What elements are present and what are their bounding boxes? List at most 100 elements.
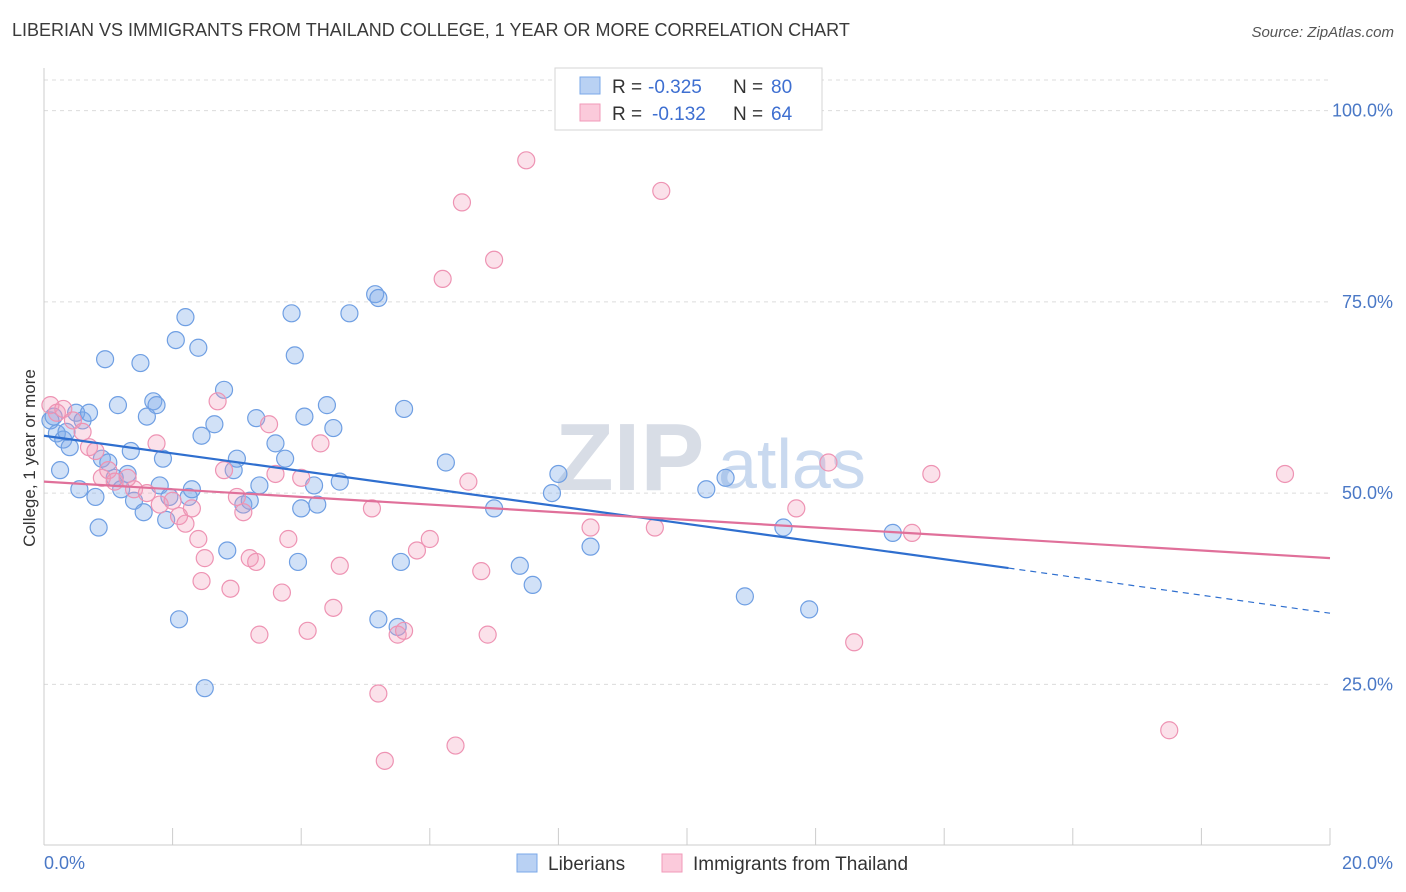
liberian-point-14 <box>99 453 118 472</box>
liberian-point-64 <box>436 453 455 472</box>
liberian-point-48 <box>285 346 304 365</box>
thailand-point-63 <box>192 571 211 591</box>
thailand-point-27 <box>247 552 266 572</box>
trend-lines <box>43 434 1331 614</box>
axes <box>43 68 1331 846</box>
thailand-point-51 <box>485 250 504 269</box>
liberian-point-63 <box>394 399 414 419</box>
liberian-point-46 <box>276 449 295 468</box>
liberian-point-47 <box>282 304 301 323</box>
liberian-point-75 <box>800 600 819 619</box>
thailand-point-39 <box>369 684 388 703</box>
legend-n-value-1: 80 <box>771 77 792 98</box>
y-tick-label-0: 25.0% <box>1342 674 1393 694</box>
thailand-point-8 <box>99 461 118 480</box>
liberian-point-59 <box>369 288 388 308</box>
thailand-point-61 <box>1160 721 1179 740</box>
thailand-point-18 <box>182 499 201 518</box>
legend-n-label-2: N = <box>733 104 763 125</box>
thailand-point-24 <box>227 487 246 507</box>
liberian-point-19 <box>121 441 140 461</box>
thailand-trend-line <box>43 480 1331 560</box>
liberian-point-45 <box>266 434 285 453</box>
liberian-trend-line <box>43 434 1009 570</box>
thailand-point-47 <box>452 193 472 212</box>
thailand-point-36 <box>324 598 343 617</box>
legend-r-label-1: R = <box>612 77 642 98</box>
thailand-point-42 <box>394 621 414 640</box>
liberian-point-22 <box>134 503 153 522</box>
x-tick-labels: 0.0% 20.0% <box>44 853 1393 873</box>
liberian-point-73 <box>735 587 754 606</box>
liberian-point-44 <box>250 476 269 495</box>
liberian-point-68 <box>542 484 562 503</box>
thailand-point-31 <box>272 583 292 602</box>
thailand-point-15 <box>163 491 182 510</box>
y-tick-label-2: 75.0% <box>1342 292 1393 312</box>
thailand-point-6 <box>86 441 105 461</box>
thailand-point-40 <box>375 751 394 770</box>
thailand-point-25 <box>234 503 253 522</box>
watermark: ZIP atlas <box>555 404 866 511</box>
liberian-point-50 <box>292 499 311 518</box>
legend-r-label-2: R = <box>612 104 642 125</box>
thailand-point-62 <box>1275 464 1295 484</box>
legend-swatch-thailand <box>579 103 601 122</box>
y-tick-label-3: 100.0% <box>1332 101 1393 121</box>
thailand-point-28 <box>250 625 269 644</box>
bottom-legend-label-liberians: Liberians <box>548 854 625 875</box>
thailand-point-56 <box>787 499 806 518</box>
thailand-point-60 <box>922 464 941 484</box>
thailand-point-22 <box>214 461 234 480</box>
thailand-point-35 <box>311 434 330 453</box>
bottom-legend-swatch-liberians <box>516 853 538 873</box>
watermark-zip: ZIP <box>555 404 704 511</box>
liberian-point-54 <box>317 396 337 415</box>
liberian-point-5 <box>57 422 76 441</box>
thailand-point-4 <box>73 422 92 441</box>
liberian-point-16 <box>108 396 128 415</box>
thailand-point-21 <box>208 392 227 411</box>
watermark-atlas: atlas <box>718 425 866 503</box>
liberian-point-62 <box>391 552 410 572</box>
liberian-point-21 <box>131 353 150 373</box>
thailand-point-57 <box>819 453 838 472</box>
liberian-trend-extension <box>1008 567 1331 614</box>
liberian-point-69 <box>549 464 568 484</box>
thailand-point-48 <box>459 472 478 491</box>
thailand-point-29 <box>259 415 279 434</box>
bottom-legend: Liberians Immigrants from Thailand <box>516 853 908 875</box>
liberian-point-35 <box>192 426 211 445</box>
liberian-point-25 <box>147 396 166 415</box>
liberian-point-36 <box>195 679 214 698</box>
liberian-point-55 <box>324 418 343 438</box>
thailand-point-52 <box>517 151 536 170</box>
thailand-point-19 <box>189 529 208 549</box>
legend-n-value-2: 64 <box>771 104 793 125</box>
x-tick-label-0: 0.0% <box>44 853 85 873</box>
thailand-point-33 <box>292 468 311 487</box>
liberian-point-37 <box>205 415 224 434</box>
liberian-point-39 <box>218 541 237 560</box>
liberian-point-11 <box>89 518 108 537</box>
liberian-point-53 <box>308 495 327 514</box>
liberian-point-71 <box>697 480 716 499</box>
bottom-legend-label-thailand: Immigrants from Thailand <box>693 854 908 875</box>
thailand-point-20 <box>195 549 214 568</box>
thailand-point-44 <box>420 529 439 549</box>
thailand-point-23 <box>221 579 240 598</box>
liberian-point-49 <box>288 552 308 572</box>
liberian-point-74 <box>774 518 793 537</box>
liberian-point-13 <box>95 350 115 369</box>
thailand-point-30 <box>266 464 285 484</box>
legend-r-value-2: -0.132 <box>652 104 706 125</box>
thailand-point-58 <box>845 633 864 652</box>
liberian-point-6 <box>60 438 79 457</box>
liberian-point-34 <box>189 338 208 357</box>
liberian-point-72 <box>716 468 735 487</box>
thailand-point-37 <box>330 556 349 575</box>
liberian-point-27 <box>153 449 173 468</box>
source-label: Source: ZipAtlas.com <box>1251 24 1394 41</box>
thailand-point-17 <box>176 514 195 533</box>
